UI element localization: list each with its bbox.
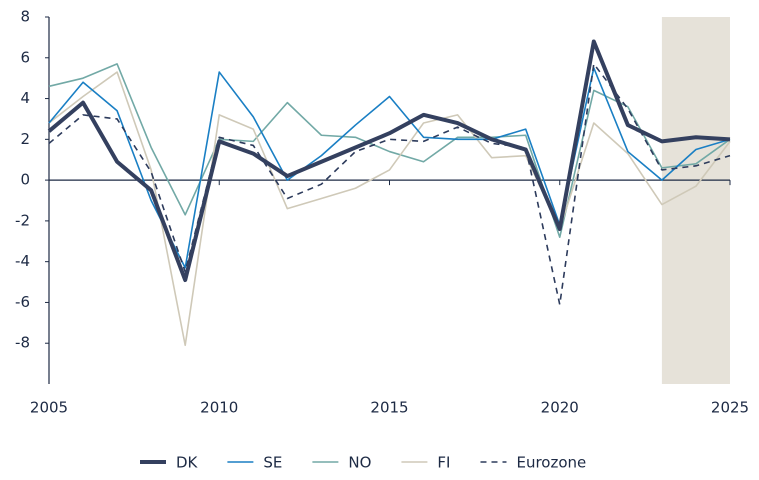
y-tick-label: 0 [20,171,30,189]
x-tick-label: 2015 [370,399,408,417]
x-tick-label: 2010 [200,399,238,417]
x-tick-label: 2025 [711,399,749,417]
legend-label: SE [263,454,282,472]
y-tick-label: -4 [15,252,30,270]
y-tick-label: 8 [20,8,30,26]
x-tick-label: 2020 [541,399,579,417]
y-tick-label: -8 [15,334,30,352]
legend-label: NO [348,454,371,472]
legend-label: Eurozone [516,454,586,472]
legend-label: FI [437,454,450,472]
forecast-shade [661,17,730,384]
y-tick-label: -2 [15,211,30,229]
y-tick-label: 4 [20,89,30,107]
y-tick-label: 6 [20,48,30,66]
x-tick-label: 2005 [30,399,68,417]
y-tick-label: 2 [20,130,30,148]
series-line [48,71,731,347]
legend-label: DK [176,454,199,472]
y-tick-label: -6 [15,293,30,311]
series-line [47,39,731,283]
